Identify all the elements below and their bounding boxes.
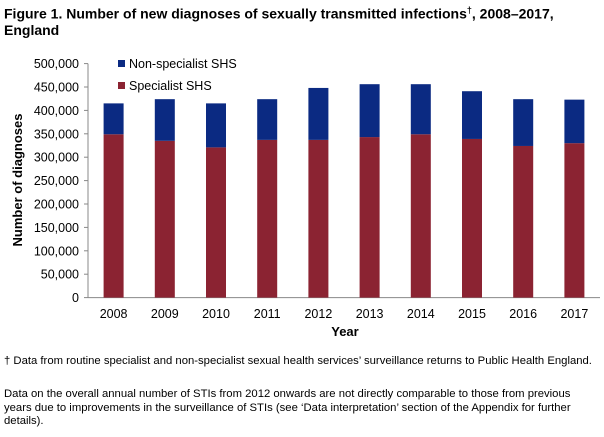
bar-non-specialist-shs-2011 [257, 99, 278, 140]
x-tick-label: 2009 [151, 307, 179, 321]
bar-non-specialist-shs-2015 [462, 91, 482, 139]
y-tick-label: 300,000 [34, 151, 79, 165]
footnote-comparability: Data on the overall annual number of STI… [4, 388, 571, 427]
x-tick-label: 2014 [407, 307, 435, 321]
x-tick-label: 2015 [458, 307, 486, 321]
title-text-rest: , 2008–2017, England [4, 5, 554, 38]
bar-non-specialist-shs-2013 [359, 84, 380, 138]
bar-specialist-shs-2011 [257, 139, 278, 298]
chart-title: Figure 1. Number of new diagnoses of sex… [4, 2, 600, 38]
y-tick-label: 50,000 [41, 268, 79, 282]
x-tick-label: 2017 [560, 307, 588, 321]
x-tick-label: 2008 [100, 307, 128, 321]
bar-specialist-shs-2015 [462, 138, 482, 298]
bar-specialist-shs-2008 [103, 134, 124, 298]
legend-swatch [118, 82, 125, 89]
legend-label: Non-specialist SHS [129, 57, 237, 71]
title-footnote-mark: † [466, 5, 472, 15]
bar-specialist-shs-2013 [359, 137, 380, 298]
y-tick-label: 400,000 [34, 104, 79, 118]
bar-non-specialist-shs-2012 [308, 87, 329, 140]
bar-specialist-shs-2014 [410, 134, 431, 298]
y-tick-label: 250,000 [34, 174, 79, 188]
legend-swatch [118, 60, 125, 67]
y-tick-label: 100,000 [34, 244, 79, 258]
x-tick-label: 2010 [202, 307, 230, 321]
bar-specialist-shs-2012 [308, 139, 329, 298]
bar-specialist-shs-2010 [206, 147, 226, 298]
bar-non-specialist-shs-2014 [410, 84, 431, 135]
x-axis-label: Year [331, 324, 358, 339]
bar-specialist-shs-2016 [513, 145, 534, 298]
x-tick-label: 2016 [509, 307, 537, 321]
y-tick-label: 0 [72, 291, 79, 305]
bar-specialist-shs-2009 [154, 140, 175, 298]
y-tick-label: 150,000 [34, 221, 79, 235]
legend-label: Specialist SHS [129, 79, 212, 93]
bar-non-specialist-shs-2017 [564, 99, 585, 144]
bar-specialist-shs-2017 [564, 143, 585, 298]
bar-non-specialist-shs-2010 [206, 103, 226, 148]
y-tick-label: 350,000 [34, 127, 79, 141]
y-tick-label: 500,000 [34, 57, 79, 71]
bar-non-specialist-shs-2016 [513, 99, 534, 146]
stacked-bar-chart: 0 50,000 100,000 150,000 200,000 250,000 300,0… [10, 57, 600, 339]
title-text: Figure 1. Number of new diagnoses of sex… [4, 5, 467, 22]
x-tick-label: 2013 [356, 307, 384, 321]
x-tick-label: 2011 [254, 307, 281, 321]
footnote-source: † Data from routine specialist and non-s… [4, 355, 592, 367]
y-axis-label: Number of diagnoses [10, 114, 25, 247]
y-tick-label: 200,000 [34, 198, 79, 212]
bar-non-specialist-shs-2009 [154, 99, 175, 141]
y-tick-label: 450,000 [34, 81, 79, 95]
x-tick-label: 2012 [304, 307, 332, 321]
bar-non-specialist-shs-2008 [103, 103, 124, 135]
